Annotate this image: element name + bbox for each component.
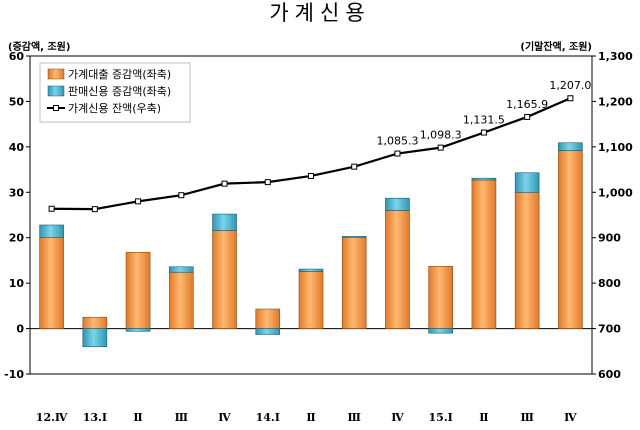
bar-loan [298,271,324,329]
left-tick-label: 50 [9,95,25,108]
category-label: Ⅱ [479,411,488,424]
right-axis-unit: (기말잔액, 조원) [520,40,592,53]
bar-loan [255,308,281,329]
bar-loan [514,191,540,329]
bars [39,142,583,348]
bar-loan [169,271,194,329]
balance-point [178,192,185,199]
legend-label-loan: 가계대출 증감액(좌축) [68,68,171,81]
category-label: Ⅲ [520,411,533,424]
bar-loan [125,251,151,329]
balance-data-label: 1,165.9 [506,98,548,111]
right-tick-label: 1,300 [598,50,633,63]
left-tick-label: 40 [9,141,25,154]
bar-loan [212,230,237,329]
bar-sales-credit [385,197,410,211]
bar-loan [558,150,583,329]
right-tick-label: 900 [598,232,621,245]
legend-marker [53,105,59,111]
balance-point [308,172,314,179]
balance-data-label: 1,207.0 [549,79,591,92]
legend: 가계대출 증감액(좌축) 판매신용 증감액(좌축) 가계신용 잔액(우축) [39,62,191,123]
balance-point [524,113,531,120]
bar-sales-credit [255,328,281,335]
bar-sales-credit [39,224,64,239]
right-tick-label: 800 [598,277,621,290]
bar-loan [341,236,367,329]
left-tick-label: 20 [9,232,25,245]
balance-point [264,179,271,186]
right-tick-label: 1,200 [598,95,633,108]
bar-sales-credit [298,268,324,272]
bar-sales-credit [82,328,108,348]
balance-point [135,198,142,205]
category-label: Ⅳ [391,411,404,424]
category-label: Ⅳ [218,411,231,424]
bar-loan [39,237,64,329]
balance-point [221,180,228,187]
balance-point [351,163,358,170]
bar-sales-credit [514,172,540,193]
category-label: Ⅱ [133,411,142,424]
balance-line: 1,085.3 1,098.31,131.51,165.91,207.0 [48,79,591,213]
bar-sales-credit [428,328,453,334]
category-label: 14.Ⅰ [256,411,280,424]
balance-point [91,206,98,213]
left-axis: -10 0 10 20 30 40 50 60 [4,50,30,381]
bar-sales-credit [169,266,194,273]
balance-point [567,95,574,102]
bar-sales-credit [341,236,367,238]
balance-data-label: 1,131.5 [463,114,505,127]
bar-loan [428,266,453,329]
category-label: Ⅲ [175,411,188,424]
right-tick-label: 600 [598,368,621,381]
category-axis: 12.Ⅳ 13.Ⅰ Ⅱ Ⅲ Ⅳ 14.Ⅰ Ⅱ Ⅲ Ⅳ 15.Ⅰ Ⅱ Ⅲ Ⅳ [36,411,577,424]
legend-box [39,62,191,123]
bar-sales-credit [212,213,237,231]
left-tick-label: 10 [9,277,25,290]
legend-label-balance: 가계신용 잔액(우축) [68,102,161,115]
balance-point [480,129,487,136]
left-axis-unit: (증감액, 조원) [8,40,70,53]
bar-loan [385,210,410,329]
right-axis: 600 700 800 900 1,000 1,100 1,200 1,300 [592,50,633,381]
legend-label-sales-credit: 판매신용 증감액(좌축) [68,85,171,98]
right-tick-label: 700 [598,323,621,336]
right-tick-label: 1,100 [598,141,633,154]
category-label: 15.Ⅰ [429,411,453,424]
legend-swatch-sales-credit [47,85,65,97]
balance-point [437,144,444,151]
bar-sales-credit [558,142,583,151]
bar-sales-credit [471,177,497,181]
right-tick-label: 1,000 [598,186,633,199]
chart-title: 가계신용 [269,1,370,25]
bar-sales-credit [125,328,151,332]
bar-loan [82,316,108,329]
category-label: Ⅳ [564,411,577,424]
category-label: Ⅱ [306,411,315,424]
balance-data-label: 1,098.3 [420,129,462,142]
plot-frame [29,55,593,375]
left-tick-label: -10 [4,368,24,381]
balance-point [394,150,401,157]
balance-point [48,205,55,212]
left-tick-label: 60 [9,50,25,63]
category-label: 13.Ⅰ [83,411,107,424]
left-tick-label: 30 [9,186,25,199]
bar-loan [471,179,497,329]
legend-swatch-loan [47,68,65,80]
category-label: 12.Ⅳ [36,411,68,424]
left-tick-label: 0 [16,323,24,336]
category-label: Ⅲ [348,411,361,424]
balance-data-label: 1,085.3 [376,135,418,148]
